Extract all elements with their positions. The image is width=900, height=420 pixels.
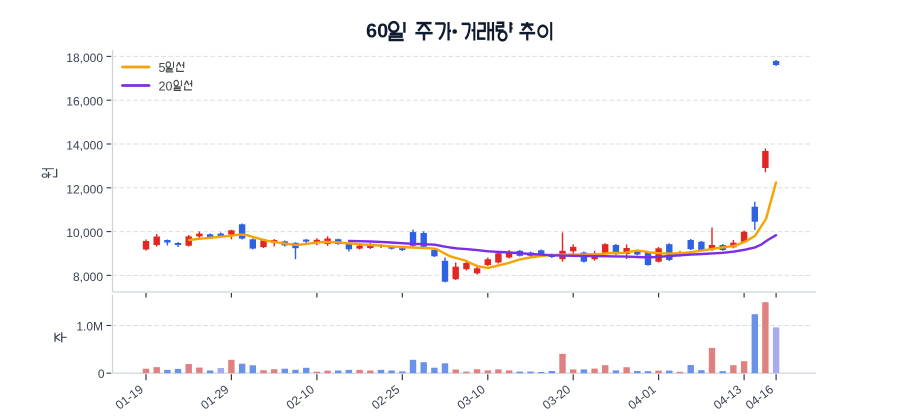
svg-text:14,000: 14,000 — [66, 139, 103, 153]
svg-text:10,000: 10,000 — [66, 226, 103, 240]
svg-text:60: 60 — [366, 20, 388, 42]
svg-text:1.0M: 1.0M — [76, 319, 103, 333]
svg-text:0: 0 — [98, 367, 105, 381]
svg-text:20: 20 — [159, 80, 173, 94]
svg-text:16,000: 16,000 — [66, 95, 103, 109]
svg-text:12,000: 12,000 — [66, 182, 103, 196]
svg-text:18,000: 18,000 — [66, 51, 103, 65]
svg-text:8,000: 8,000 — [73, 270, 103, 284]
svg-text:5: 5 — [159, 61, 166, 75]
